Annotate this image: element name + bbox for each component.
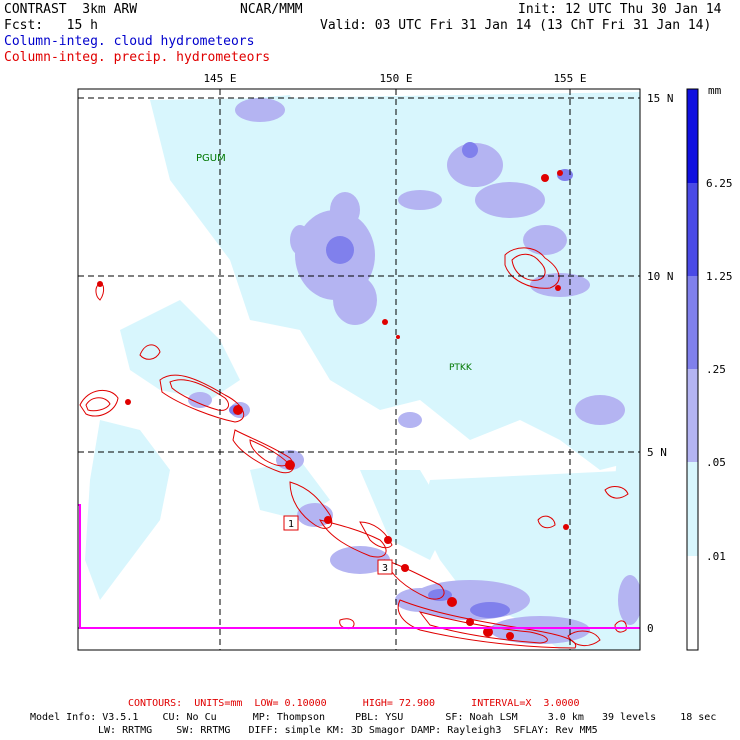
colorbar-band-4: [687, 369, 698, 462]
colorbar-band-2: [687, 183, 698, 276]
model-title: CONTRAST 3km ARW: [4, 2, 138, 17]
lat-label-10n: 10 N: [647, 270, 674, 283]
colorbar-band-5: [687, 462, 698, 556]
lat-label-0: 0: [647, 622, 654, 635]
box-label-1: 1: [288, 519, 294, 530]
colorbar-unit: mm: [708, 84, 722, 97]
colorbar-label-0-25: .25: [706, 363, 726, 376]
box-marker-1: [283, 515, 299, 531]
colorbar-band-1: [687, 89, 698, 183]
domain-boundary: [78, 504, 640, 629]
colorbar-band-3: [687, 276, 698, 369]
map-frame: [77, 88, 641, 651]
lon-label-155e: 155 E: [553, 72, 586, 85]
colorbar-label-0-01: .01: [706, 550, 726, 563]
lat-label-5n: 5 N: [647, 446, 667, 459]
cloud-field-dense: [229, 142, 573, 618]
box-marker-3: [377, 559, 393, 575]
colorbar-band-6: [687, 556, 698, 650]
contours-info: CONTOURS: UNITS=mm LOW= 0.10000 HIGH= 72…: [128, 698, 580, 709]
valid-time: Valid: 03 UTC Fri 31 Jan 14 (13 ChT Fri …: [320, 18, 712, 33]
lon-label-145e: 145 E: [203, 72, 236, 85]
legend-cloud-hydrometeors: Column-integ. cloud hydrometeors: [4, 34, 255, 49]
colorbar-label-1-25: 1.25: [706, 270, 733, 283]
forecast-hour: Fcst: 15 h: [4, 18, 98, 33]
init-time: Init: 12 UTC Thu 30 Jan 14: [518, 2, 722, 17]
station-pgum: PGUM: [196, 153, 226, 164]
model-info-line-2: LW: RRTMG SW: RRTMG DIFF: simple KM: 3D …: [98, 725, 598, 736]
colorbar: mm 6.25 1.25 .25 .05 .01: [686, 84, 733, 651]
box-label-3: 3: [382, 563, 388, 574]
legend-precip-hydrometeors: Column-integ. precip. hydrometeors: [4, 50, 271, 65]
precip-cores: [97, 170, 569, 640]
lon-label-150e: 150 E: [379, 72, 412, 85]
lat-label-15n: 15 N: [647, 92, 674, 105]
model-info-line-1: Model Info: V3.5.1 CU: No Cu MP: Thompso…: [30, 712, 717, 723]
colorbar-label-0-05: .05: [706, 456, 726, 469]
colorbar-label-6-25: 6.25: [706, 177, 733, 190]
organization-label: NCAR/MMM: [240, 2, 303, 17]
station-ptkk: PTKK: [449, 363, 473, 373]
